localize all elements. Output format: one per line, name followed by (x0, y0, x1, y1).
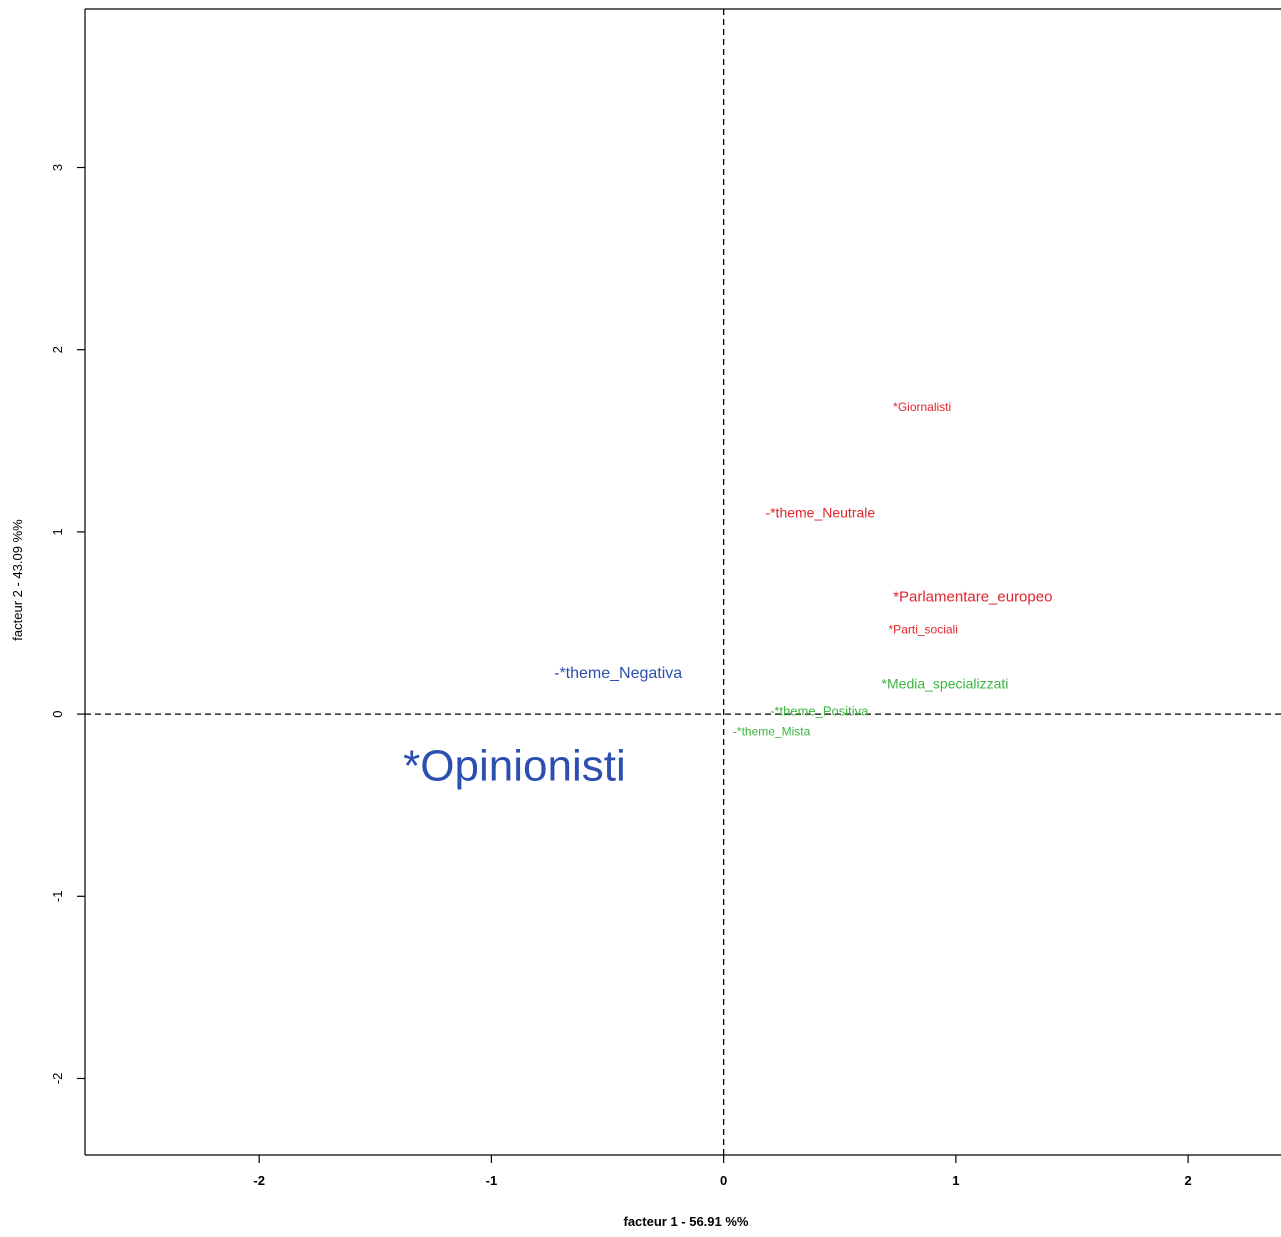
reference-lines (85, 9, 1281, 1155)
x-tick-label: -2 (253, 1173, 265, 1188)
plot-frame (84, 8, 1281, 1156)
y-tick-label: 3 (50, 164, 65, 171)
point-labels: *Giornalisti -*theme_Neutrale *Parlamentar… (403, 400, 1052, 790)
x-tick-label: 2 (1184, 1173, 1191, 1188)
point-label: -*theme_Neutrale (765, 504, 875, 520)
point-label: -*theme_Positiva (770, 704, 869, 719)
y-tick-label: -1 (50, 891, 65, 903)
point-label: -*theme_Mista (733, 724, 811, 738)
x-tick-label: 1 (952, 1173, 959, 1188)
point-label: *Giornalisti (893, 400, 951, 414)
point-label: *Opinionisti (403, 741, 626, 790)
x-tick-label: 0 (720, 1173, 727, 1188)
point-label: -*theme_Negativa (554, 665, 682, 682)
x-axis-label: facteur 1 - 56.91 %% (623, 1214, 748, 1229)
x-tick-label: -1 (486, 1173, 498, 1188)
point-label: *Parlamentare_europeo (893, 588, 1052, 605)
point-label: *Parti_sociali (889, 622, 958, 636)
point-label: *Media_specializzati (882, 676, 1009, 692)
y-axis-ticks: -2 -1 0 1 2 3 (50, 164, 85, 1084)
y-tick-label: 1 (50, 528, 65, 535)
y-tick-label: 2 (50, 346, 65, 353)
x-axis-ticks: -2 -1 0 1 2 (253, 1155, 1192, 1188)
y-tick-label: -2 (50, 1073, 65, 1085)
y-axis-label: facteur 2 - 43.09 %% (10, 519, 25, 641)
y-tick-label: 0 (50, 710, 65, 717)
